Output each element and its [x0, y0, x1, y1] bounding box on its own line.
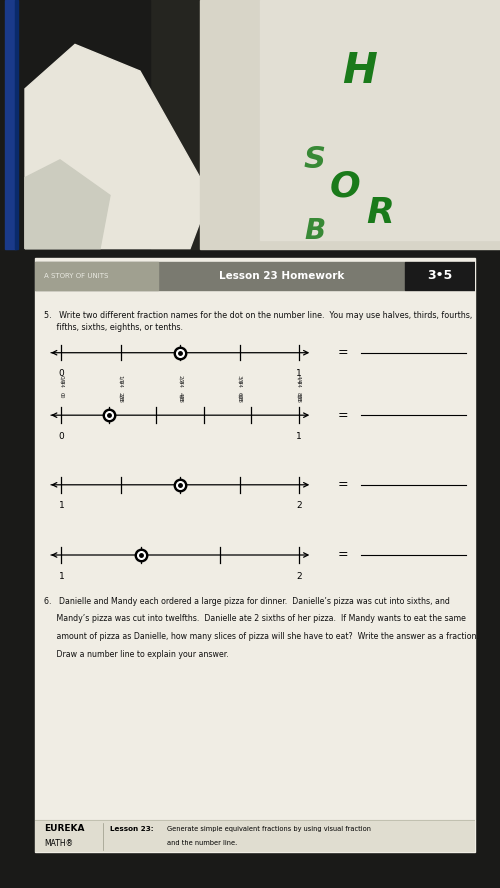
Text: Mandy’s pizza was cut into twelfths.  Danielle ate 2 sixths of her pizza.  If Ma: Mandy’s pizza was cut into twelfths. Dan… [44, 614, 466, 623]
Text: 1: 1 [58, 502, 64, 511]
Text: 0: 0 [58, 369, 64, 378]
Text: =: = [338, 549, 348, 561]
Text: 8/8: 8/8 [296, 394, 302, 403]
Text: MATH®: MATH® [44, 839, 73, 848]
Text: O: O [330, 170, 360, 203]
Text: Draw a number line to explain your answer.: Draw a number line to explain your answe… [44, 650, 228, 659]
Text: 2/4: 2/4 [178, 376, 182, 385]
Text: 4/4: 4/4 [296, 379, 302, 388]
Text: fifths, sixths, eighths, or tenths.: fifths, sixths, eighths, or tenths. [44, 323, 183, 332]
Text: 2: 2 [296, 572, 302, 581]
Text: Lesson 23 Homework: Lesson 23 Homework [218, 271, 344, 281]
Text: 6/8: 6/8 [237, 392, 242, 401]
Bar [200, 0, 500, 249]
Text: 2/8: 2/8 [118, 394, 124, 403]
Bar [404, 262, 475, 290]
Text: 2: 2 [296, 502, 302, 511]
Text: 5.   Write two different fraction names for the dot on the number line.  You may: 5. Write two different fraction names fo… [44, 311, 472, 320]
Text: 6.   Danielle and Mandy each ordered a large pizza for dinner.  Danielle’s pizza: 6. Danielle and Mandy each ordered a lar… [44, 597, 450, 606]
Text: 4/8: 4/8 [178, 394, 182, 403]
Text: H: H [342, 50, 378, 92]
Text: 2/8: 2/8 [118, 392, 124, 401]
Bar [35, 820, 475, 852]
Text: 0/4: 0/4 [59, 376, 64, 385]
Bar [260, 0, 500, 240]
Text: 0/4: 0/4 [59, 379, 64, 388]
Text: 0: 0 [58, 432, 64, 440]
Text: 3/4: 3/4 [237, 379, 242, 388]
Bar [0, 0, 500, 249]
Polygon shape [25, 44, 210, 249]
Text: =: = [338, 479, 348, 491]
Text: 4/8: 4/8 [178, 392, 182, 401]
Bar [35, 258, 475, 852]
Text: =: = [338, 408, 348, 422]
Text: 1: 1 [296, 432, 302, 440]
Bar [35, 262, 405, 290]
Bar [5, 0, 16, 249]
Bar [0, 0, 150, 249]
Text: B: B [304, 217, 326, 245]
Text: R: R [366, 196, 394, 230]
Text: A STORY OF UNITS: A STORY OF UNITS [44, 273, 108, 279]
Text: 2/4: 2/4 [178, 379, 182, 388]
Text: 6/8: 6/8 [237, 394, 242, 403]
Text: 3/4: 3/4 [237, 376, 242, 385]
Text: =: = [338, 346, 348, 360]
Text: 1/4: 1/4 [118, 379, 124, 388]
Text: 3•5: 3•5 [427, 269, 452, 282]
Text: EUREKA: EUREKA [44, 824, 84, 834]
Text: and the number line.: and the number line. [167, 840, 238, 846]
Bar [35, 262, 158, 290]
Text: Generate simple equivalent fractions by using visual fraction: Generate simple equivalent fractions by … [167, 826, 371, 832]
Text: 1: 1 [296, 369, 302, 378]
Text: 0: 0 [59, 394, 64, 398]
Text: 8/8: 8/8 [296, 392, 302, 401]
Bar [15, 0, 18, 249]
Text: 4/4: 4/4 [296, 376, 302, 385]
Polygon shape [25, 160, 110, 249]
Text: 0: 0 [59, 392, 64, 396]
Text: Lesson 23:: Lesson 23: [110, 826, 154, 832]
Text: 1: 1 [58, 572, 64, 581]
Text: amount of pizza as Danielle, how many slices of pizza will she have to eat?  Wri: amount of pizza as Danielle, how many sl… [44, 632, 479, 641]
Text: S: S [304, 146, 326, 174]
Text: 1/4: 1/4 [118, 376, 124, 385]
